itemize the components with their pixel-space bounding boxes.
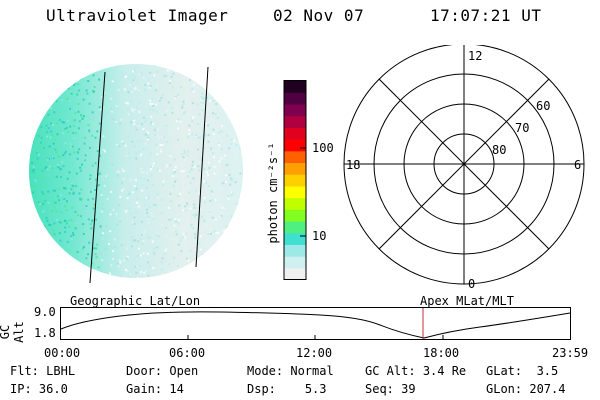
colorbar-segment (284, 256, 306, 269)
orbit-xtick-0000: 00:00 (44, 346, 81, 360)
info-seq: Seq: 39 (365, 382, 416, 396)
colorbar-segment (284, 139, 306, 152)
geographic-meridian-line (89, 71, 106, 284)
orbit-ytick-max: 9.0 (34, 305, 56, 319)
geographic-panel-label: Geographic Lat/Lon (70, 294, 201, 308)
colorbar-segment (284, 232, 306, 245)
orbit-altitude-curve (60, 311, 571, 339)
orbit-ytick-min: 1.8 (34, 326, 56, 340)
info-mode: Mode: Normal (247, 364, 334, 378)
colorbar-segment (284, 244, 306, 257)
colorbar-segment (284, 267, 306, 280)
orbit-altitude-plot (60, 307, 571, 340)
info-gc-alt: GC Alt: 3.4 Re (365, 364, 467, 378)
info-dsp: Dsp: 5.3 (247, 382, 327, 396)
info-flt: Flt: LBHL (10, 364, 76, 378)
colorbar-segment (284, 150, 306, 164)
orbit-ylabel: GC Alt (0, 321, 26, 343)
mlat-label-70: 70 (515, 121, 529, 135)
colorbar-segment (284, 80, 306, 93)
colorbar-tick-100: 100 (312, 141, 334, 155)
info-glon: GLon: 207.4 (486, 382, 566, 396)
mlt-label-6: 6 (574, 158, 581, 172)
colorbar-segment (284, 162, 306, 175)
mlt-label-18: 18 (346, 158, 360, 172)
mlt-label-12: 12 (468, 49, 482, 63)
colorbar-segment (284, 197, 306, 210)
polar-mlat-mlt-grid: 12 18 6 0 60 70 80 (343, 45, 585, 291)
apex-panel-label: Apex MLat/MLT (420, 294, 514, 308)
color-scale-bar (283, 80, 307, 280)
colorbar-unit-label: photon cm⁻²s⁻¹ (266, 142, 280, 244)
info-door: Door: Open (126, 364, 199, 378)
info-ip: IP: 36.0 (10, 382, 68, 396)
info-gain: Gain: 14 (126, 382, 184, 396)
orbit-xtick-0600: 06:00 (169, 346, 206, 360)
earth-disk-image (29, 64, 243, 284)
colorbar-segment (284, 115, 306, 128)
colorbar-segment (284, 185, 306, 199)
colorbar-tick-10: 10 (312, 229, 327, 243)
observation-date: 02 Nov 07 (273, 6, 365, 25)
colorbar-segment (284, 127, 306, 140)
instrument-title: Ultraviolet Imager (46, 6, 229, 25)
geographic-meridian-line (195, 66, 209, 268)
info-glat: GLat: 3.5 (486, 364, 559, 378)
mlat-label-80: 80 (492, 143, 506, 157)
orbit-xtick-1800: 18:00 (423, 346, 460, 360)
colorbar-segment (284, 174, 306, 187)
orbit-xtick-1200: 12:00 (296, 346, 333, 360)
colorbar-segment (284, 220, 306, 234)
colorbar-segment (284, 209, 306, 222)
observation-time: 17:07:21 UT (430, 6, 542, 25)
orbit-xtick-2359: 23:59 (552, 346, 589, 360)
colorbar-segment (284, 92, 306, 105)
mlt-label-0: 0 (468, 277, 475, 291)
mlat-label-60: 60 (536, 99, 550, 113)
colorbar-segment (284, 103, 306, 117)
